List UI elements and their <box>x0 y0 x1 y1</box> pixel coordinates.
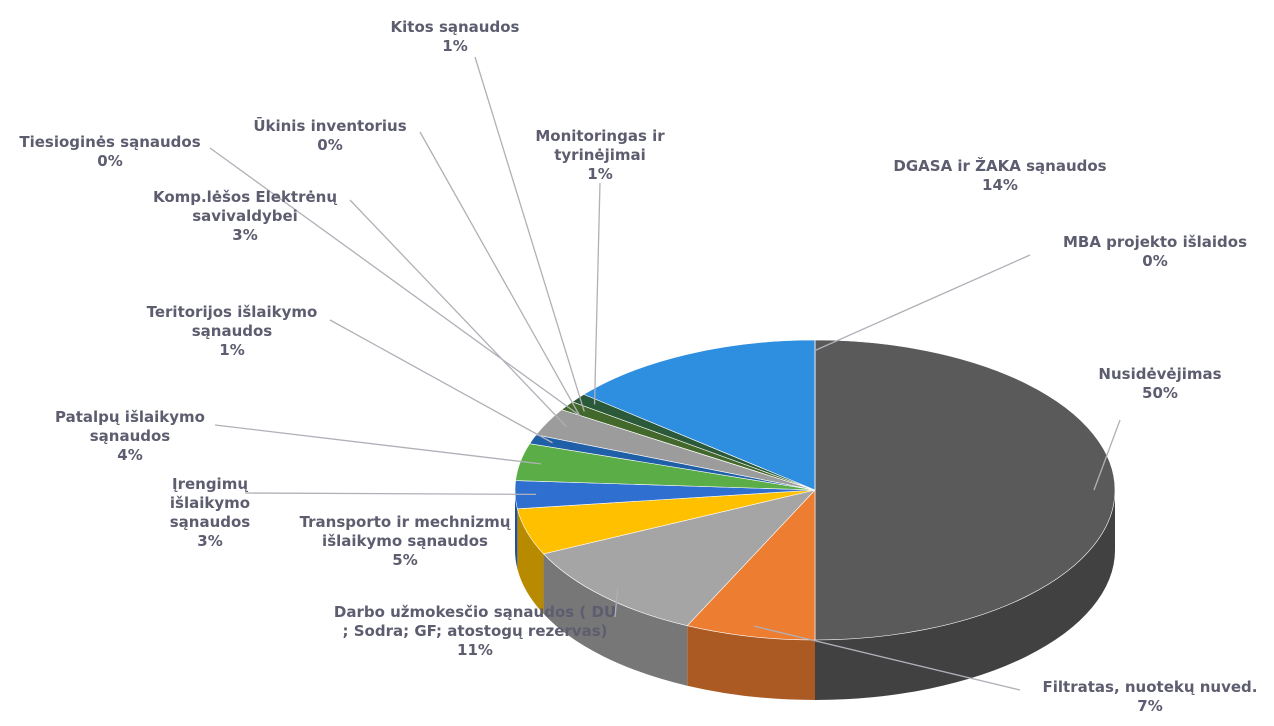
value-label: 11% <box>457 641 493 659</box>
value-label: 50% <box>1142 384 1178 402</box>
leader-line <box>814 254 1031 352</box>
slice-side <box>515 490 518 569</box>
slice <box>542 489 816 627</box>
category-label: Filtratas, nuotekų nuved. <box>1042 678 1258 696</box>
slice <box>583 339 816 491</box>
slice-side <box>517 508 544 614</box>
slice-side <box>543 553 688 686</box>
slice <box>814 339 1116 641</box>
category-label: Komp.lėšos Elektrėnų savivaldybei <box>152 188 338 225</box>
data-label: Filtratas, nuotekų nuved. 7% <box>1030 678 1270 716</box>
leader-line <box>614 588 619 618</box>
value-label: 5% <box>392 551 418 569</box>
category-label: MBA projekto išlaidos <box>1062 233 1248 251</box>
leader-line <box>474 56 585 412</box>
value-label: 4% <box>117 446 143 464</box>
category-label: Tiesioginės sąnaudos <box>19 133 201 151</box>
slice-side <box>687 625 815 700</box>
slice-side <box>815 490 1115 700</box>
value-label: 0% <box>97 152 123 170</box>
data-label: Darbo užmokesčio sąnaudos ( DU ; Sodra; … <box>330 603 620 660</box>
leader-line <box>753 625 1021 691</box>
leader-line <box>419 131 580 416</box>
value-label: 0% <box>1142 252 1168 270</box>
data-label: Tiesioginės sąnaudos 0% <box>0 133 225 171</box>
value-label: 1% <box>442 37 468 55</box>
category-label: Įrengimų išlaikymo sąnaudos <box>169 475 251 531</box>
category-label: Monitoringas ir tyrinėjimai <box>535 127 665 164</box>
category-label: Patalpų išlaikymo sąnaudos <box>55 408 205 445</box>
category-label: Darbo užmokesčio sąnaudos ( DU ; Sodra; … <box>333 603 617 640</box>
data-label: Monitoringas ir tyrinėjimai 1% <box>510 127 690 184</box>
data-label: DGASA ir ŽAKA sąnaudos 14% <box>860 157 1140 195</box>
value-label: 14% <box>982 176 1018 194</box>
data-label: Komp.lėšos Elektrėnų savivaldybei 3% <box>140 188 350 245</box>
value-label: 7% <box>1137 697 1163 715</box>
data-label: Transporto ir mechnizmų išlaikymo sąnaud… <box>275 513 535 570</box>
value-label: 1% <box>219 341 245 359</box>
data-label: MBA projekto išlaidos 0% <box>1035 233 1274 271</box>
category-label: Nusidėvėjimas <box>1098 365 1222 383</box>
data-label: Nusidėvėjimas 50% <box>1060 365 1260 403</box>
data-label: Patalpų išlaikymo sąnaudos 4% <box>35 408 225 465</box>
category-label: Teritorijos išlaikymo sąnaudos <box>146 303 318 340</box>
category-label: DGASA ir ŽAKA sąnaudos <box>893 157 1107 175</box>
leader-line <box>244 492 537 496</box>
value-label: 1% <box>587 165 613 183</box>
category-label: Kitos sąnaudos <box>390 18 520 36</box>
leader-line <box>1093 419 1121 491</box>
leader-line <box>209 147 580 416</box>
leader-line <box>593 182 601 405</box>
data-label: Kitos sąnaudos 1% <box>355 18 555 56</box>
data-label: Teritorijos išlaikymo sąnaudos 1% <box>132 303 332 360</box>
data-label: Įrengimų išlaikymo sąnaudos 3% <box>160 475 260 551</box>
value-label: 3% <box>232 226 258 244</box>
category-label: Transporto ir mechnizmų išlaikymo sąnaud… <box>299 513 511 550</box>
leader-line <box>349 199 567 428</box>
category-label: Ūkinis inventorius <box>253 117 407 135</box>
leader-line <box>329 319 553 444</box>
data-label: Ūkinis inventorius 0% <box>230 117 430 155</box>
value-label: 3% <box>197 532 223 550</box>
value-label: 0% <box>317 136 343 154</box>
leader-line <box>214 424 542 465</box>
